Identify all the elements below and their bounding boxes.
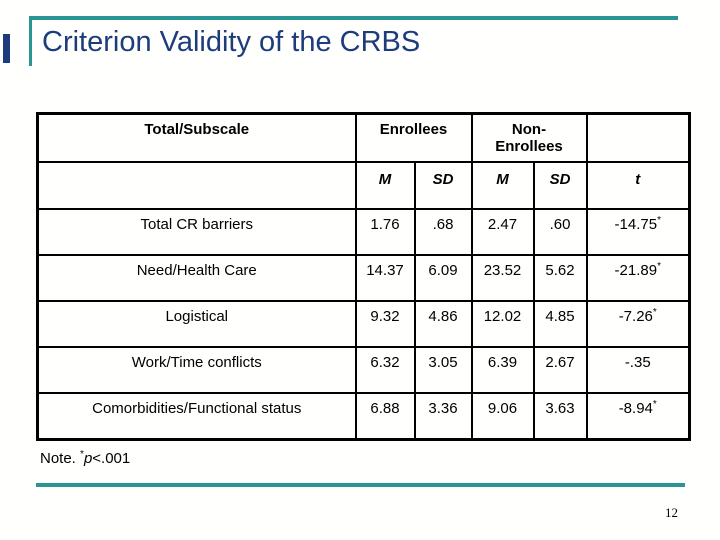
teal-top-rule: [29, 16, 678, 20]
col-header-empty: [585, 112, 691, 163]
row-label: Logistical: [36, 300, 357, 348]
table-cell-t: -7.26*: [585, 300, 691, 348]
note-prefix: Note.: [40, 450, 81, 467]
table-row: Need/Health Care 14.37 6.09 23.52 5.62 -…: [36, 254, 691, 302]
stat-header-non-sd: SD: [532, 161, 588, 210]
table-row: Comorbidities/Functional status 6.88 3.3…: [36, 392, 691, 441]
non-enrollees-label: Non-Enrollees: [495, 121, 563, 155]
t-value: -8.94: [618, 400, 653, 417]
table-cell: 3.63: [532, 392, 588, 441]
significance-star: *: [652, 307, 657, 318]
table-cell: 6.88: [354, 392, 416, 441]
stat-header-enrollees-m: M: [354, 161, 416, 210]
table-cell: 9.32: [354, 300, 416, 348]
significance-star: *: [657, 215, 661, 226]
table-cell-t: -.35: [585, 346, 691, 394]
t-value: -14.75: [614, 216, 658, 233]
table-cell: 4.85: [532, 300, 588, 348]
significance-star: *: [657, 261, 661, 272]
table-header-stat-row: M SD M SD t: [36, 161, 691, 210]
teal-left-rule: [29, 16, 32, 66]
col-header-total-subscale: Total/Subscale: [36, 112, 357, 163]
col-header-enrollees: Enrollees: [354, 112, 473, 163]
t-value: -.35: [624, 354, 651, 371]
table-row: Work/Time conflicts 6.32 3.05 6.39 2.67 …: [36, 346, 691, 394]
page-number: 12: [665, 505, 678, 520]
slide-title: Criterion Validity of the CRBS: [42, 26, 421, 58]
table-cell: 5.62: [532, 254, 588, 302]
table-cell: 6.39: [470, 346, 535, 394]
table-header-group-row: Total/Subscale Enrollees Non-Enrollees: [36, 112, 691, 163]
table-cell: 2.47: [470, 208, 535, 256]
table-cell: .68: [413, 208, 473, 256]
table-row: Total CR barriers 1.76 .68 2.47 .60 -14.…: [36, 208, 691, 256]
note-threshold: <.001: [92, 450, 131, 467]
row-label: Comorbidities/Functional status: [36, 392, 357, 441]
table-cell: 3.36: [413, 392, 473, 441]
note-p-symbol: p: [83, 450, 93, 467]
table-cell: 6.32: [354, 346, 416, 394]
table-cell: 23.52: [470, 254, 535, 302]
row-label: Need/Health Care: [36, 254, 357, 302]
teal-bottom-rule: [36, 483, 685, 487]
table-row: Logistical 9.32 4.86 12.02 4.85 -7.26*: [36, 300, 691, 348]
t-value: -7.26: [618, 308, 653, 325]
table-cell: .60: [532, 208, 588, 256]
table-cell-t: -14.75*: [585, 208, 691, 256]
table-note: Note. *p<.001: [40, 449, 131, 468]
stat-header-non-m: M: [470, 161, 535, 210]
table-cell: 9.06: [470, 392, 535, 441]
table-cell: 6.09: [413, 254, 473, 302]
table-cell: 12.02: [470, 300, 535, 348]
table-cell: 4.86: [413, 300, 473, 348]
row-label: Work/Time conflicts: [36, 346, 357, 394]
note-star: *: [80, 449, 84, 460]
stat-header-empty: [36, 161, 357, 210]
table-cell: 2.67: [532, 346, 588, 394]
t-value: -21.89: [614, 262, 658, 279]
table-cell-t: -8.94*: [585, 392, 691, 441]
col-header-non-enrollees: Non-Enrollees: [470, 112, 588, 163]
table-cell: 14.37: [354, 254, 416, 302]
row-label: Total CR barriers: [36, 208, 357, 256]
table-cell-t: -21.89*: [585, 254, 691, 302]
criterion-validity-table: Total/Subscale Enrollees Non-Enrollees M…: [36, 112, 691, 441]
navy-accent-bar: [3, 34, 10, 63]
significance-star: *: [652, 399, 657, 410]
stat-header-t: t: [585, 161, 691, 210]
table-cell: 3.05: [413, 346, 473, 394]
table-cell: 1.76: [354, 208, 416, 256]
stat-header-enrollees-sd: SD: [413, 161, 473, 210]
